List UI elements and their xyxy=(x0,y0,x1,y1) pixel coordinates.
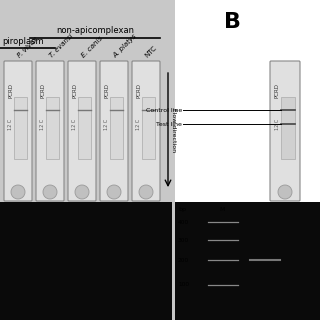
Text: bp: bp xyxy=(178,207,186,212)
Bar xyxy=(78,97,91,159)
Text: PCRD: PCRD xyxy=(40,83,45,98)
Bar xyxy=(0,202,172,320)
FancyBboxPatch shape xyxy=(68,61,96,201)
FancyBboxPatch shape xyxy=(4,61,32,201)
Circle shape xyxy=(43,185,57,199)
Text: 100: 100 xyxy=(178,283,189,287)
Text: 12 C: 12 C xyxy=(40,118,45,130)
Text: P. vivax: P. vivax xyxy=(16,36,39,59)
Text: PCRD: PCRD xyxy=(104,83,109,98)
Text: PCRD: PCRD xyxy=(136,83,141,98)
Text: A. platys: A. platys xyxy=(112,33,138,59)
Bar xyxy=(175,0,320,320)
Text: E. canis: E. canis xyxy=(80,36,103,59)
Circle shape xyxy=(278,185,292,199)
Text: 200: 200 xyxy=(178,258,189,262)
Text: PCRD: PCRD xyxy=(275,83,280,98)
Bar xyxy=(142,97,155,159)
Bar xyxy=(175,202,320,320)
Bar xyxy=(14,97,27,159)
Text: PCRD: PCRD xyxy=(72,83,77,98)
Text: Test line: Test line xyxy=(156,122,182,127)
Bar xyxy=(110,97,123,159)
Bar xyxy=(281,97,295,159)
Text: NTC: NTC xyxy=(144,45,158,59)
Text: M: M xyxy=(219,207,225,212)
FancyBboxPatch shape xyxy=(100,61,128,201)
Text: T. evansi: T. evansi xyxy=(48,33,74,59)
Text: 12 C: 12 C xyxy=(72,118,77,130)
Text: 12 C: 12 C xyxy=(8,118,13,130)
Text: Flow direction: Flow direction xyxy=(171,108,176,152)
FancyBboxPatch shape xyxy=(36,61,64,201)
Text: Control line: Control line xyxy=(146,108,182,113)
Text: 300: 300 xyxy=(178,237,189,243)
Circle shape xyxy=(139,185,153,199)
Text: 12 C: 12 C xyxy=(136,118,141,130)
Text: non-apicomplexan: non-apicomplexan xyxy=(56,26,134,35)
FancyBboxPatch shape xyxy=(132,61,160,201)
Text: B: B xyxy=(223,12,241,32)
FancyBboxPatch shape xyxy=(270,61,300,201)
Bar xyxy=(46,97,59,159)
Circle shape xyxy=(11,185,25,199)
Text: 400: 400 xyxy=(178,220,189,225)
Text: 12 C: 12 C xyxy=(275,118,280,130)
Text: piroplasm: piroplasm xyxy=(2,37,44,46)
Bar xyxy=(0,0,175,320)
Circle shape xyxy=(107,185,121,199)
Text: 12 C: 12 C xyxy=(104,118,109,130)
Circle shape xyxy=(75,185,89,199)
Text: PCRD: PCRD xyxy=(8,83,13,98)
